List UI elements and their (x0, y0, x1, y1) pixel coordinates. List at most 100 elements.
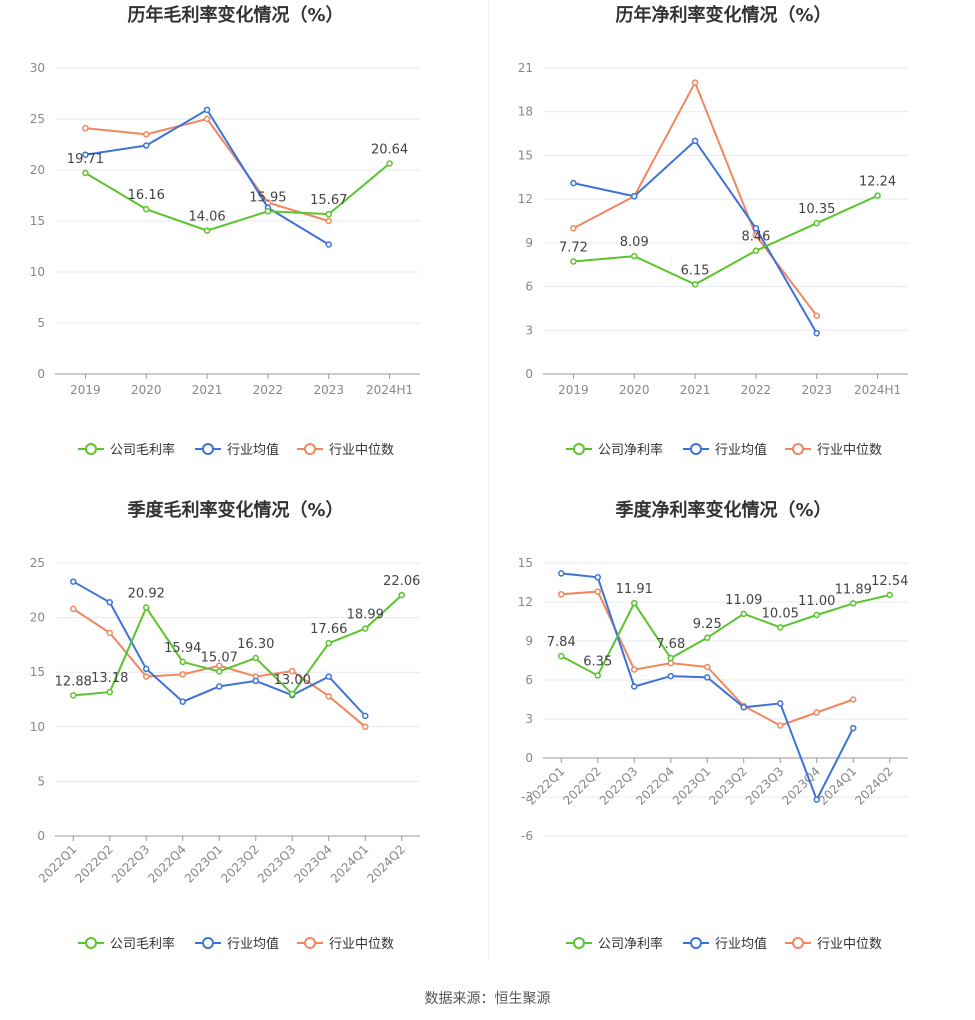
data-point-company[interactable] (558, 652, 565, 660)
data-point-company[interactable] (325, 639, 332, 647)
data-point-industry-avg[interactable] (777, 700, 784, 707)
data-point-company[interactable] (813, 611, 820, 619)
legend-item-industry-avg[interactable]: 行业均值 (683, 936, 767, 952)
data-point-company[interactable] (362, 625, 369, 632)
data-point-industry-median[interactable] (752, 232, 760, 239)
data-point-industry-median[interactable] (70, 605, 77, 613)
legend-label: 公司毛利率 (110, 936, 175, 952)
data-point-industry-avg[interactable] (631, 192, 638, 200)
data-point-company[interactable] (752, 247, 760, 254)
data-point-industry-median[interactable] (813, 312, 820, 319)
data-point-industry-median[interactable] (704, 663, 711, 671)
chart-svg: 季度毛利率变化情况（%） 0 5 10 15 20 25 2022Q12022Q22022Q3… (30, 499, 421, 952)
data-point-company[interactable] (179, 658, 186, 666)
data-point-company[interactable] (850, 600, 857, 607)
data-point-company[interactable] (70, 692, 77, 699)
data-point-industry-avg[interactable] (740, 704, 747, 711)
data-point-industry-median[interactable] (325, 692, 332, 700)
data-point-industry-avg[interactable] (850, 724, 857, 732)
data-point-company[interactable] (325, 210, 332, 218)
data-point-industry-avg[interactable] (179, 698, 186, 705)
legend-item-company[interactable]: 公司毛利率 (78, 936, 175, 952)
data-point-company[interactable] (813, 219, 820, 227)
data-point-company[interactable] (740, 610, 747, 618)
data-point-industry-avg[interactable] (570, 179, 577, 187)
data-point-industry-median[interactable] (850, 696, 857, 703)
legend-marker (690, 443, 702, 455)
legend-item-company[interactable]: 公司净利率 (566, 442, 663, 458)
data-point-industry-median[interactable] (289, 667, 296, 675)
data-point-company[interactable] (570, 258, 577, 265)
data-point-industry-avg[interactable] (82, 151, 89, 158)
data-point-company[interactable] (667, 654, 674, 662)
data-point-company[interactable] (886, 591, 893, 599)
data-point-industry-avg[interactable] (691, 137, 699, 145)
data-point-industry-median[interactable] (631, 666, 638, 673)
x-tick-label: 2024Q1 (328, 842, 372, 886)
data-point-company[interactable] (386, 160, 393, 167)
data-point-industry-avg[interactable] (106, 599, 113, 606)
data-point-industry-avg[interactable] (70, 578, 77, 585)
legend-item-industry-avg[interactable]: 行业均值 (683, 442, 767, 458)
data-point-industry-avg[interactable] (143, 665, 150, 673)
legend-item-industry-median[interactable]: 行业中位数 (785, 937, 882, 952)
data-point-industry-median[interactable] (82, 124, 89, 132)
data-point-company[interactable] (874, 192, 881, 199)
legend-item-industry-median[interactable]: 行业中位数 (297, 937, 394, 952)
data-point-company[interactable] (631, 599, 638, 607)
data-point-company[interactable] (264, 208, 272, 215)
data-point-industry-avg[interactable] (558, 570, 565, 577)
data-point-industry-avg[interactable] (667, 672, 674, 680)
data-point-industry-avg[interactable] (813, 329, 820, 337)
data-point-industry-avg[interactable] (594, 574, 601, 581)
data-point-company[interactable] (594, 672, 601, 679)
data-point-industry-avg[interactable] (143, 142, 150, 149)
legend-item-company[interactable]: 公司净利率 (566, 936, 663, 952)
data-point-industry-median[interactable] (777, 722, 784, 729)
y-tick-label: 15 (30, 665, 45, 679)
data-point-industry-avg[interactable] (631, 683, 638, 690)
data-point-industry-avg[interactable] (216, 683, 223, 690)
data-point-company[interactable] (203, 227, 211, 234)
legend-item-industry-avg[interactable]: 行业均值 (195, 442, 279, 458)
data-point-company[interactable] (704, 634, 711, 641)
data-point-industry-median[interactable] (813, 709, 820, 716)
legend-item-industry-avg[interactable]: 行业均值 (195, 936, 279, 952)
data-point-company[interactable] (143, 604, 150, 611)
series-line-company (573, 194, 878, 286)
data-point-industry-median[interactable] (143, 673, 150, 680)
data-point-industry-avg[interactable] (362, 712, 369, 720)
data-point-company[interactable] (691, 281, 699, 288)
data-point-industry-median[interactable] (594, 588, 601, 595)
data-point-industry-avg[interactable] (704, 674, 711, 681)
data-point-industry-avg[interactable] (813, 796, 820, 803)
data-point-company[interactable] (82, 169, 89, 177)
data-point-industry-median[interactable] (325, 217, 332, 225)
legend-item-industry-median[interactable]: 行业中位数 (297, 443, 394, 458)
legend-item-company[interactable]: 公司毛利率 (78, 442, 175, 458)
data-point-industry-median[interactable] (203, 115, 211, 123)
data-point-industry-avg[interactable] (752, 225, 760, 232)
data-point-company[interactable] (398, 591, 405, 599)
data-point-industry-median[interactable] (216, 662, 223, 669)
data-point-company[interactable] (777, 624, 784, 631)
data-point-industry-median[interactable] (179, 671, 186, 678)
data-point-company[interactable] (106, 688, 113, 696)
data-point-industry-avg[interactable] (252, 677, 259, 685)
data-point-industry-avg[interactable] (203, 106, 211, 114)
legend-item-industry-median[interactable]: 行业中位数 (785, 443, 882, 458)
data-point-industry-avg[interactable] (325, 241, 332, 248)
data-point-industry-median[interactable] (691, 79, 699, 86)
data-point-industry-median[interactable] (106, 629, 113, 637)
data-point-industry-median[interactable] (143, 131, 150, 138)
data-point-company[interactable] (289, 690, 296, 698)
data-point-company[interactable] (631, 252, 638, 260)
data-point-industry-median[interactable] (362, 723, 369, 731)
data-point-industry-median[interactable] (570, 225, 577, 232)
data-point-industry-median[interactable] (558, 590, 565, 598)
data-point-company[interactable] (143, 205, 150, 213)
data-point-industry-avg[interactable] (325, 673, 332, 680)
data-label: 11.89 (835, 582, 872, 597)
data-point-company[interactable] (252, 654, 259, 662)
data-point-company[interactable] (216, 668, 223, 675)
